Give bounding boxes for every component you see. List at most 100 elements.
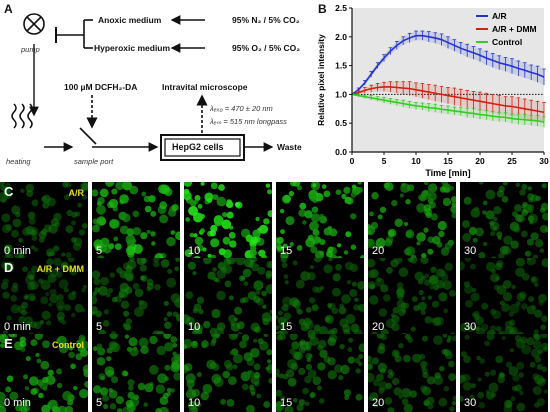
micrograph-tile: 0 min C A/R [0,182,88,260]
row-letter-d: D [4,260,14,275]
dye-label: 100 µM DCFH₂-DA [64,82,138,92]
micrograph-tile: 0 min E Control [0,334,88,412]
x-tick-label: 0 [350,156,355,166]
panel-letter-a: A [4,2,13,16]
micrograph-row-c: 0 min C A/R 5 10 15 20 30 [0,182,550,260]
y-tick-label: 1.5 [335,61,347,71]
micrograph-tile: 30 [460,258,548,336]
time-label: 30 [464,245,477,257]
time-label: 20 [372,245,385,257]
time-label: 5 [96,321,103,333]
gas-anoxic-label: 95% N₂ / 5% CO₂ [232,15,300,25]
time-label: 10 [188,245,201,257]
sample-port-label: sample port [74,157,114,166]
pump-symbol [23,13,45,35]
cell-fluorescence [92,334,180,412]
cell-fluorescence [184,334,272,412]
x-tick-label: 5 [382,156,387,166]
x-tick-label: 20 [475,156,485,166]
cells-box-inner [164,138,241,157]
time-label: 0 min [4,245,31,257]
series-line [351,34,545,96]
time-label: 10 [188,321,201,333]
waste-label: Waste [277,142,302,152]
y-tick-label: 2.0 [335,32,347,42]
micrograph-tile: 15 [276,258,364,336]
micrograph-tile: 0 min D A/R + DMM [0,258,88,336]
excitation-wavelength: λₑₓ₀ = 470 ± 20 nm [210,104,273,113]
plot-area [352,8,544,152]
micrograph-tile: 20 [368,334,456,412]
micrograph-tile: 10 [184,182,272,260]
cell-fluorescence [460,334,548,412]
legend-label: A/R [492,11,507,21]
time-label: 15 [280,321,293,333]
anoxic-medium-label: Anoxic medium [98,15,162,25]
micrograph-tile: 10 [184,258,272,336]
micrograph-row-e: 0 min E Control 5 10 15 20 30 [0,334,550,412]
x-tick-label: 15 [443,156,453,166]
time-label: 15 [280,397,293,409]
x-tick-label: 10 [411,156,421,166]
microscope-label: Intravital microscope [162,82,248,92]
y-tick-label: 0.0 [335,147,347,157]
micrograph-tile: 15 [276,334,364,412]
cell-fluorescence [184,258,272,336]
sample-port-symbol [79,127,112,148]
cell-fluorescence [462,182,548,260]
y-tick-label: 1.0 [335,89,347,99]
time-label: 5 [96,397,103,409]
micrograph-tile: 30 [460,182,548,260]
series-line [351,93,545,123]
cell-fluorescence [368,258,456,336]
micrograph-row-d: 0 min D A/R + DMM 5 10 15 20 30 [0,258,550,336]
cell-fluorescence [0,334,88,412]
time-label: 20 [372,321,385,333]
cell-fluorescence [92,258,180,336]
time-label: 10 [188,397,201,409]
cell-fluorescence [92,182,180,260]
cell-fluorescence [276,334,364,412]
micrograph-tile: 10 [184,334,272,412]
series-a-r [351,30,546,96]
time-label: 15 [280,245,293,257]
gas-hyperoxic-label: 95% O₂ / 5% CO₂ [232,43,301,53]
condition-label: A/R + DMM [36,264,84,274]
x-axis-label: Time [min] [425,168,470,178]
row-letter-c: C [4,184,14,199]
heating-label: heating [6,157,31,166]
cell-fluorescence [460,258,548,336]
micrograph-tile: 20 [368,258,456,336]
micrograph-tile: 30 [460,334,548,412]
legend-label: Control [492,37,522,47]
cell-fluorescence [368,182,456,260]
cell-fluorescence [0,258,88,336]
micrograph-tile: 5 [92,258,180,336]
cell-fluorescence [368,334,456,412]
cell-fluorescence [184,182,272,260]
condition-label: Control [52,340,84,350]
pump-label: pump [21,45,40,54]
time-label: 0 min [4,397,31,409]
series-control [351,93,546,128]
flow-diagram [11,13,274,161]
hyperoxic-medium-label: Hyperoxic medium [94,43,171,53]
micrograph-tile: 5 [92,182,180,260]
time-label: 0 min [4,321,31,333]
row-letter-e: E [4,336,13,351]
time-label: 30 [464,321,477,333]
micrograph-tile: 5 [92,334,180,412]
micrograph-tile: 15 [276,182,364,260]
heating-symbol [11,103,33,129]
time-label: 5 [96,245,103,257]
time-label: 30 [464,397,477,409]
y-tick-label: 2.5 [335,3,347,13]
cell-fluorescence [276,182,364,260]
emission-wavelength: λₑₘ = 515 nm longpass [210,117,287,126]
x-tick-label: 30 [539,156,549,166]
series-line [351,86,545,114]
y-axis-label: Relative pixel intensity [316,34,326,126]
legend-label: A/R + DMM [492,24,537,34]
micrograph-tile: 20 [368,182,456,260]
y-tick-label: 0.5 [335,118,347,128]
